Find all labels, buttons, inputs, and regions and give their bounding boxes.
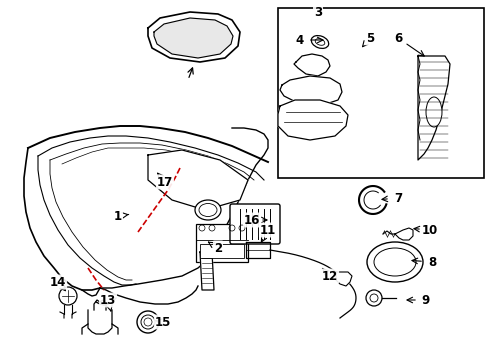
Polygon shape xyxy=(88,310,112,334)
FancyBboxPatch shape xyxy=(229,204,280,244)
Text: 5: 5 xyxy=(365,31,373,45)
Bar xyxy=(196,224,247,262)
Text: 3: 3 xyxy=(313,5,322,18)
Text: 1: 1 xyxy=(114,210,122,222)
Ellipse shape xyxy=(195,200,221,220)
Circle shape xyxy=(59,287,77,305)
Ellipse shape xyxy=(425,97,441,127)
Text: 10: 10 xyxy=(421,224,437,237)
Text: 2: 2 xyxy=(214,242,222,255)
Polygon shape xyxy=(335,272,351,286)
Bar xyxy=(200,244,244,258)
Text: 8: 8 xyxy=(427,256,435,269)
Text: 16: 16 xyxy=(244,213,260,226)
Text: 15: 15 xyxy=(155,315,171,328)
Circle shape xyxy=(365,290,381,306)
Text: 11: 11 xyxy=(259,224,276,237)
Text: 7: 7 xyxy=(393,192,401,204)
Ellipse shape xyxy=(315,39,324,45)
Text: 9: 9 xyxy=(421,293,429,306)
Text: 4: 4 xyxy=(295,33,304,46)
Ellipse shape xyxy=(311,36,328,49)
Polygon shape xyxy=(293,54,329,76)
Polygon shape xyxy=(280,76,341,106)
Polygon shape xyxy=(148,150,247,210)
Polygon shape xyxy=(278,100,347,140)
Polygon shape xyxy=(154,18,232,58)
Bar xyxy=(278,8,483,178)
Ellipse shape xyxy=(366,242,422,282)
Polygon shape xyxy=(417,56,449,160)
Circle shape xyxy=(137,311,159,333)
Ellipse shape xyxy=(199,203,217,216)
Ellipse shape xyxy=(373,248,415,276)
Text: 14: 14 xyxy=(50,275,66,288)
Text: 12: 12 xyxy=(321,270,337,283)
Text: 6: 6 xyxy=(393,31,401,45)
Polygon shape xyxy=(148,12,240,62)
Text: 17: 17 xyxy=(157,175,173,189)
Polygon shape xyxy=(200,252,214,290)
Text: 13: 13 xyxy=(100,293,116,306)
Polygon shape xyxy=(394,228,412,240)
